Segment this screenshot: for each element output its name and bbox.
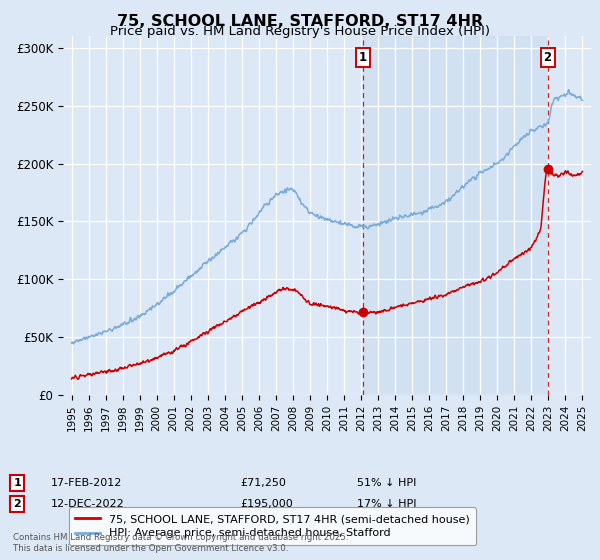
Text: 1: 1 xyxy=(359,51,367,64)
Text: 17-FEB-2012: 17-FEB-2012 xyxy=(51,478,122,488)
Text: 2: 2 xyxy=(544,51,551,64)
Text: 17% ↓ HPI: 17% ↓ HPI xyxy=(357,499,416,509)
Text: 51% ↓ HPI: 51% ↓ HPI xyxy=(357,478,416,488)
Text: Contains HM Land Registry data © Crown copyright and database right 2025.
This d: Contains HM Land Registry data © Crown c… xyxy=(13,533,349,553)
Text: £195,000: £195,000 xyxy=(240,499,293,509)
Text: 12-DEC-2022: 12-DEC-2022 xyxy=(51,499,125,509)
Text: Price paid vs. HM Land Registry's House Price Index (HPI): Price paid vs. HM Land Registry's House … xyxy=(110,25,490,38)
Text: 2: 2 xyxy=(13,499,21,509)
Text: 75, SCHOOL LANE, STAFFORD, ST17 4HR: 75, SCHOOL LANE, STAFFORD, ST17 4HR xyxy=(117,14,483,29)
Legend: 75, SCHOOL LANE, STAFFORD, ST17 4HR (semi-detached house), HPI: Average price, s: 75, SCHOOL LANE, STAFFORD, ST17 4HR (sem… xyxy=(68,507,476,545)
Text: 1: 1 xyxy=(13,478,21,488)
Text: £71,250: £71,250 xyxy=(240,478,286,488)
Bar xyxy=(363,36,548,395)
